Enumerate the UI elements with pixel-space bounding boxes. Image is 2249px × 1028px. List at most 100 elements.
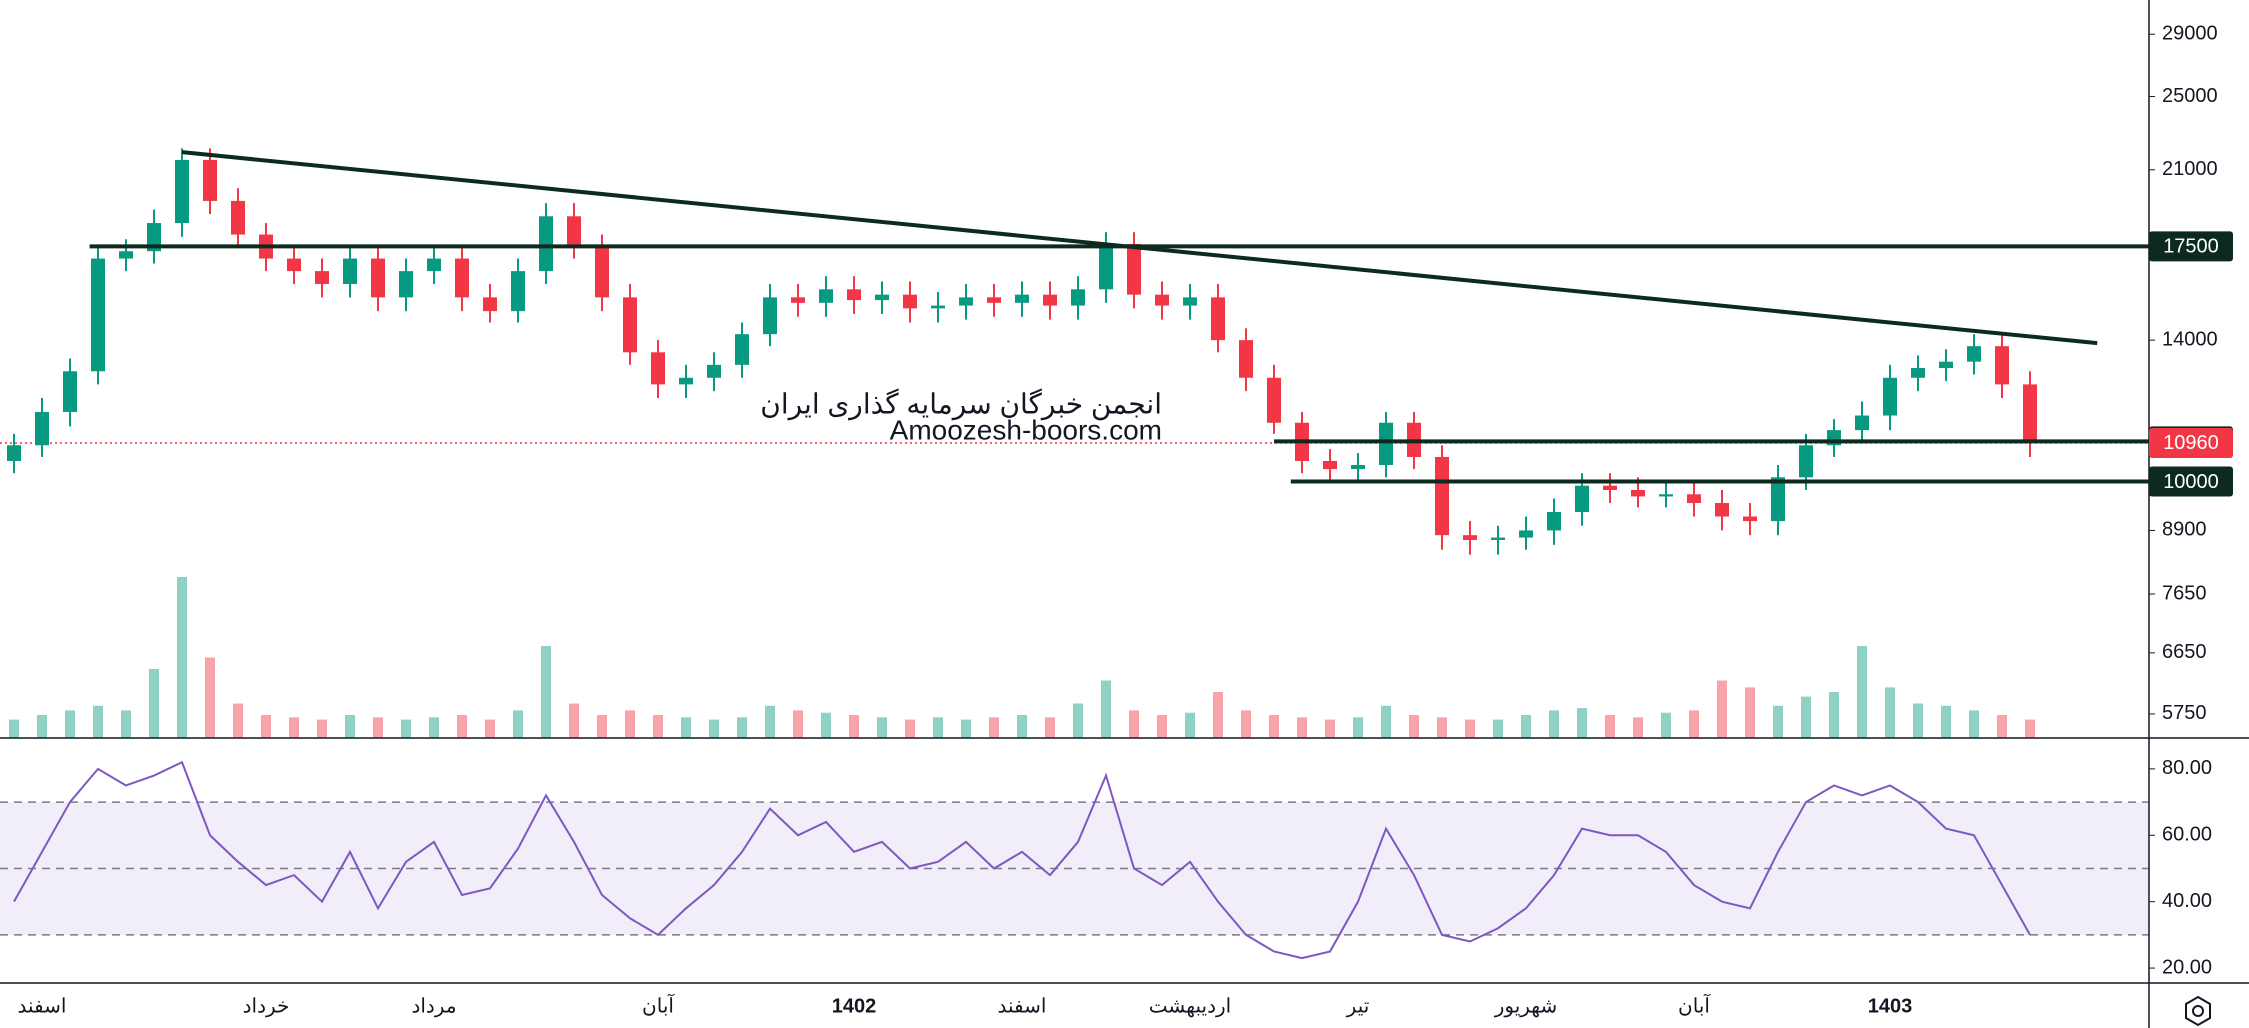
candle-body [483, 297, 497, 312]
volume-bar [1017, 715, 1027, 738]
volume-bar [765, 705, 775, 738]
candle-body [763, 297, 777, 335]
candle-body [2023, 384, 2037, 443]
volume-bar [373, 717, 383, 738]
candle-body [427, 258, 441, 272]
candle-body [819, 289, 833, 303]
volume-bar [821, 712, 831, 738]
volume-bar [345, 715, 355, 738]
candle-body [91, 258, 105, 372]
candle-body [1267, 377, 1281, 423]
volume-bar [9, 719, 19, 738]
candle-body [1799, 445, 1813, 478]
candle-body [147, 223, 161, 252]
settings-hex[interactable] [2185, 995, 2211, 1027]
volume-bar [1913, 703, 1923, 738]
x-tick-label: اردیبهشت [1149, 995, 1231, 1017]
candle-body [1687, 494, 1701, 504]
volume-bar [1437, 717, 1447, 738]
volume-bar [485, 719, 495, 738]
candle-body [539, 216, 553, 272]
volume-bar [401, 719, 411, 738]
candle-body [7, 445, 21, 461]
trendline [181, 150, 2098, 346]
level-label: 17500 [2163, 236, 2219, 258]
candle-body [175, 159, 189, 224]
volume-bar [709, 719, 719, 738]
volume-bar [1829, 692, 1839, 738]
volume-bar [1521, 715, 1531, 738]
candle-body [315, 271, 329, 285]
y-tick-label: 29000 [2162, 22, 2218, 44]
candle-body [1519, 530, 1533, 538]
candle-body [1211, 297, 1225, 341]
candle-body [1043, 294, 1057, 306]
volume-bar [625, 710, 635, 738]
volume-bar [1549, 710, 1559, 738]
volume-bar [597, 715, 607, 738]
volume-bar [1857, 646, 1867, 738]
y-tick-label: 6650 [2162, 641, 2207, 663]
candle-body [567, 216, 581, 247]
volume-bar [1969, 710, 1979, 738]
volume-bar [877, 717, 887, 738]
candle-body [1379, 422, 1393, 465]
volume-bar [1941, 705, 1951, 738]
volume-bar [1745, 687, 1755, 738]
volume-bar [1773, 705, 1783, 738]
candle-body [1743, 516, 1757, 522]
rsi-tick-label: 20.00 [2162, 956, 2212, 978]
candle-body [623, 297, 637, 353]
level-label: 10000 [2163, 471, 2219, 493]
candle-body [1547, 511, 1561, 531]
volume-bar [121, 710, 131, 738]
volume-bar [1185, 712, 1195, 738]
y-tick-label: 8900 [2162, 519, 2207, 541]
candle-body [1575, 485, 1589, 512]
level-box [2149, 466, 2233, 497]
volume-bar [1409, 715, 1419, 738]
candle-body [1491, 537, 1505, 540]
volume-bar [1101, 680, 1111, 738]
candle-body [791, 297, 805, 303]
x-tick-label: شهریور [1494, 995, 1558, 1017]
volume-bar [849, 715, 859, 738]
watermark: Amoozesh-boors.com [890, 414, 1162, 445]
volume-bar [429, 717, 439, 738]
candle-body [1631, 489, 1645, 497]
volume-bar [1073, 703, 1083, 738]
volume-bar [569, 703, 579, 738]
settings-icon[interactable] [2185, 995, 2211, 1027]
candle-body [1995, 346, 2009, 385]
candle-body [287, 258, 301, 272]
volume-bar [961, 719, 971, 738]
rsi-tick-label: 80.00 [2162, 757, 2212, 779]
settings-dot[interactable] [2192, 1005, 2204, 1017]
x-tick-label: خرداد [243, 995, 290, 1017]
candle-body [1603, 485, 1617, 490]
candle-body [1883, 377, 1897, 416]
volume-bar [1633, 717, 1643, 738]
current-price-label: 10960 [2163, 432, 2219, 454]
candle-body [903, 294, 917, 309]
candle-body [63, 371, 77, 412]
volume-bar [2025, 719, 2035, 738]
candle-body [847, 289, 861, 301]
y-tick-label: 7650 [2162, 582, 2207, 604]
x-tick-label: آبان [1678, 993, 1711, 1017]
candle-body [875, 294, 889, 301]
volume-bar [261, 715, 271, 738]
candle-body [1659, 494, 1673, 497]
candle-body [1015, 294, 1029, 303]
y-tick-label: 5750 [2162, 702, 2207, 724]
volume-bar [1605, 715, 1615, 738]
volume-bar [457, 715, 467, 738]
volume-bar [1325, 719, 1335, 738]
volume-bar [1997, 715, 2007, 738]
volume-bar [1493, 719, 1503, 738]
candle-body [231, 200, 245, 235]
volume-bar [317, 719, 327, 738]
candle-body [35, 411, 49, 446]
candle-body [595, 246, 609, 298]
